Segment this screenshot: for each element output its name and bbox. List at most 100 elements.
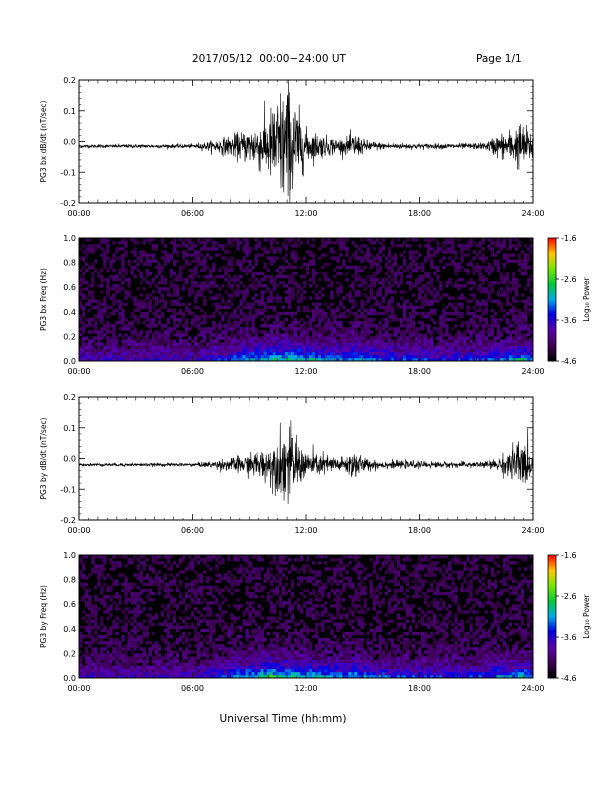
spectrogram-cell xyxy=(390,351,395,356)
y-tick-label: 0.8 xyxy=(63,259,76,268)
spectrogram-cell xyxy=(82,668,86,673)
spectrogram-cell xyxy=(181,277,186,282)
spectrogram-cell xyxy=(333,336,337,340)
spectrogram-cell xyxy=(514,357,519,362)
colorbar-swatch xyxy=(548,283,556,286)
spectrogram-cell xyxy=(194,305,198,310)
spectrogram-cell xyxy=(448,317,452,322)
spectrogram-cell xyxy=(381,277,385,282)
spectrogram-cell xyxy=(478,321,482,325)
spectrogram-cell xyxy=(272,308,277,313)
spectrogram-cell xyxy=(88,293,92,297)
spectrogram-cell xyxy=(239,345,243,350)
spectrogram-cell xyxy=(88,659,92,663)
spectrogram-cell xyxy=(103,567,107,571)
spectrogram-cell xyxy=(121,354,125,359)
spectrogram-cell xyxy=(224,333,228,337)
spectrogram-cell xyxy=(148,308,152,313)
spectrogram-cell xyxy=(175,662,180,667)
spectrogram-cell xyxy=(466,327,470,331)
spectrogram-cell xyxy=(91,345,95,350)
colorbar-swatch xyxy=(548,252,556,255)
spectrogram-cell xyxy=(163,330,168,334)
spectrogram-cell xyxy=(166,610,171,614)
spectrogram-cell xyxy=(405,354,410,359)
spectrogram-cell xyxy=(436,247,440,251)
spectrogram-cell xyxy=(324,351,328,356)
spectrogram-cell xyxy=(306,354,310,359)
spectrogram-cell xyxy=(85,665,89,670)
spectrogram-cell xyxy=(178,647,183,651)
spectrogram-cell xyxy=(194,591,198,596)
spectrogram-cell xyxy=(142,241,146,245)
spectrogram-cell xyxy=(354,327,358,331)
spectrogram-cell xyxy=(309,262,313,266)
spectrogram-cell xyxy=(339,302,343,306)
spectrogram-cell xyxy=(163,656,168,660)
spectrogram-cell xyxy=(306,321,310,325)
spectrogram-cell xyxy=(287,296,292,300)
spectrogram-cell xyxy=(206,247,210,251)
spectrogram-cell xyxy=(88,653,92,657)
spectrogram-cell xyxy=(115,274,119,279)
spectrogram-cell xyxy=(227,348,231,353)
spectrogram-cell xyxy=(526,330,531,334)
spectrogram-cell xyxy=(508,259,513,263)
spectrogram-cell xyxy=(266,268,270,273)
spectrogram-cell xyxy=(239,241,243,245)
spectrogram-cell xyxy=(315,302,319,306)
spectrogram-cell xyxy=(115,345,119,350)
spectrogram-cell xyxy=(139,281,143,285)
spectrogram-cell xyxy=(160,357,165,362)
spectrogram-cell xyxy=(187,594,192,599)
spectrogram-cell xyxy=(106,653,110,657)
spectrogram-cell xyxy=(221,336,225,340)
spectrogram-cell xyxy=(151,339,155,343)
spectrogram-cell xyxy=(184,582,189,587)
spectrogram-cell xyxy=(91,293,95,297)
spectrogram-cell xyxy=(290,342,295,346)
spectrogram-cell xyxy=(366,247,370,251)
spectrogram-cell xyxy=(94,567,98,571)
spectrogram-cell xyxy=(142,305,146,310)
spectrogram-cell xyxy=(399,274,404,279)
spectrogram-cell xyxy=(154,653,158,657)
spectrogram-cell xyxy=(82,256,86,260)
spectrogram-cell xyxy=(290,265,295,270)
spectrogram-cell xyxy=(181,302,186,306)
spectrogram-cell xyxy=(463,244,467,248)
spectrogram-cell xyxy=(151,324,155,328)
spectrogram-cell xyxy=(375,345,379,350)
spectrogram-cell xyxy=(475,287,479,291)
spectrogram-cell xyxy=(421,287,425,291)
spectrogram-cell xyxy=(499,244,504,248)
spectrogram-cell xyxy=(100,241,104,245)
spectrogram-cell xyxy=(254,259,258,263)
spectrogram-cell xyxy=(275,241,280,245)
spectrogram-cell xyxy=(79,668,83,673)
spectrogram-cell xyxy=(181,339,186,343)
spectrogram-cell xyxy=(136,241,140,245)
spectrogram-cell xyxy=(85,634,89,639)
spectrogram-cell xyxy=(372,324,376,328)
spectrogram-cell xyxy=(514,293,519,297)
spectrogram-cell xyxy=(115,354,119,359)
colorbar-swatch xyxy=(548,254,556,257)
spectrogram-cell xyxy=(97,665,101,670)
spectrogram-cell xyxy=(82,271,86,276)
spectrogram-cell xyxy=(324,321,328,325)
spectrogram-cell xyxy=(200,268,204,273)
spectrogram-cell xyxy=(508,302,513,306)
spectrogram-cell xyxy=(424,351,428,356)
spectrogram-cell xyxy=(190,339,195,343)
spectrogram-cell xyxy=(496,244,501,248)
spectrogram-cell xyxy=(79,274,83,279)
spectrogram-cell xyxy=(366,274,370,279)
spectrogram-cell xyxy=(212,342,216,346)
spectrogram-cell xyxy=(82,671,86,676)
spectrogram-cell xyxy=(384,333,389,337)
spectrogram-cell xyxy=(181,598,186,602)
spectrogram-cell xyxy=(275,321,280,325)
spectrogram-cell xyxy=(112,647,116,651)
spectrogram-cell xyxy=(290,311,295,316)
